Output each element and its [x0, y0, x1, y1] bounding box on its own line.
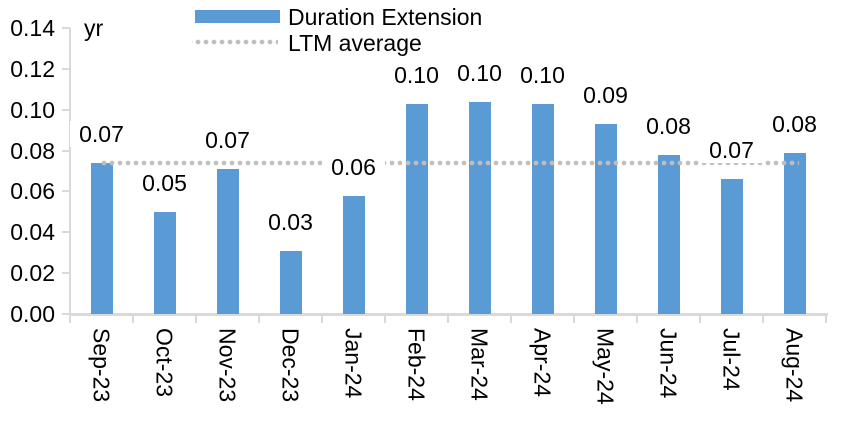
y-tick-mark: [62, 67, 70, 70]
y-tick-mark: [62, 108, 70, 111]
x-tick-label: Dec-23: [277, 328, 304, 403]
bar-value-label: 0.07: [196, 126, 259, 153]
bar: [342, 195, 365, 314]
bar: [90, 162, 113, 314]
y-tick-label: 0.06: [10, 178, 55, 205]
bar: [531, 103, 554, 314]
x-tick-label: Feb-24: [403, 328, 430, 401]
x-tick-label: Mar-24: [466, 328, 493, 401]
bar-value-label: 0.09: [574, 82, 637, 108]
bar-value-label: 0.10: [448, 59, 511, 86]
bar-value-label: 0.06: [322, 153, 385, 180]
x-tick-label: Jun-24: [655, 328, 682, 399]
y-tick-mark: [62, 231, 70, 234]
bar-value-label: 0.03: [259, 208, 322, 235]
x-tick-mark: [69, 313, 71, 323]
x-tick-label: Nov-23: [214, 328, 241, 403]
ltm-average-line: [97, 159, 799, 166]
x-tick-mark: [258, 313, 260, 323]
x-tick-mark: [510, 313, 512, 323]
bar-value-label: 0.05: [133, 169, 196, 196]
y-tick-label: 0.10: [10, 96, 55, 123]
bar: [783, 152, 806, 314]
bar-value-label: 0.08: [637, 112, 700, 139]
x-tick-mark: [447, 313, 449, 323]
x-tick-mark: [132, 313, 134, 323]
y-tick-mark: [62, 149, 70, 152]
y-tick-mark: [62, 272, 70, 275]
x-tick-label: Oct-23: [151, 328, 178, 398]
bar-value-label: 0.07: [70, 120, 133, 147]
bar: [468, 101, 491, 314]
bar-value-label: 0.07: [700, 137, 763, 164]
x-tick-label: Sep-23: [88, 328, 115, 403]
y-axis-unit-label: yr: [84, 15, 104, 41]
y-tick-mark: [62, 313, 70, 315]
y-tick-label: 0.12: [10, 55, 55, 82]
bar: [720, 179, 743, 314]
bar-value-label: 0.10: [511, 61, 574, 88]
x-tick-mark: [321, 313, 323, 323]
y-tick-label: 0.08: [10, 137, 55, 164]
x-tick-label: Aug-24: [781, 328, 808, 403]
bar: [216, 168, 239, 314]
bar: [594, 124, 617, 314]
x-tick-mark: [699, 313, 701, 323]
x-tick-mark: [762, 313, 764, 323]
x-tick-mark: [636, 313, 638, 323]
x-tick-label: May-24: [592, 328, 619, 405]
x-tick-mark: [825, 313, 827, 323]
bar-value-label: 0.10: [385, 61, 448, 88]
legend-dotted-line-swatch-icon: [192, 39, 278, 45]
legend-bar-swatch-icon: [195, 10, 280, 23]
y-tick-label: 0.00: [10, 301, 55, 327]
y-tick-mark: [62, 190, 70, 193]
y-tick-label: 0.02: [10, 260, 55, 287]
y-tick-mark: [62, 27, 70, 29]
bar-value-label: 0.08: [763, 110, 826, 137]
bar: [279, 250, 302, 314]
bar: [153, 211, 176, 314]
legend-label-ltm-average: LTM average: [288, 30, 422, 56]
x-tick-mark: [195, 313, 197, 323]
x-tick-mark: [384, 313, 386, 323]
x-tick-mark: [573, 313, 575, 323]
legend-label-duration-extension: Duration Extension: [288, 4, 483, 30]
x-tick-label: Jul-24: [718, 328, 745, 391]
bar: [657, 154, 680, 314]
y-tick-label: 0.04: [10, 219, 55, 246]
bar: [405, 103, 428, 314]
x-tick-label: Apr-24: [529, 328, 556, 398]
y-tick-label: 0.14: [10, 15, 55, 41]
y-axis-line: [69, 28, 71, 317]
legend: Duration Extension LTM average: [0, 0, 852, 60]
x-tick-label: Jan-24: [340, 328, 367, 399]
